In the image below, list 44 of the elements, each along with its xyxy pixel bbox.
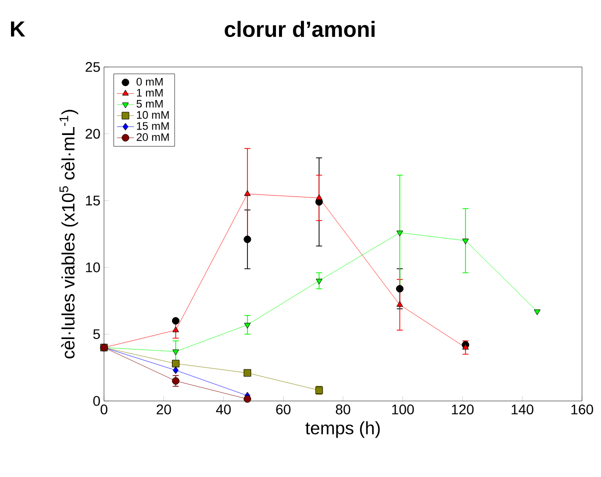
point xyxy=(396,230,404,236)
legend-label: 20 mM xyxy=(136,133,169,141)
point xyxy=(534,309,540,316)
x-tick-label: 80 xyxy=(336,404,350,414)
y-tick-label: 25 xyxy=(86,62,100,72)
y-tick-label: 0 xyxy=(93,396,100,406)
x-tick-label: 0 xyxy=(100,404,108,414)
point xyxy=(172,350,179,356)
point xyxy=(244,322,251,329)
chart-title: clorur d’amoni xyxy=(224,20,375,38)
x-tick-label: 160 xyxy=(571,404,594,414)
x-tick-label: 60 xyxy=(276,404,290,414)
point xyxy=(316,278,322,284)
x-tick-label: 100 xyxy=(392,404,414,414)
point xyxy=(172,366,179,374)
point xyxy=(316,194,322,200)
point xyxy=(172,317,180,325)
point xyxy=(244,369,252,377)
point xyxy=(172,377,180,385)
point xyxy=(172,360,180,368)
x-tick-label: 120 xyxy=(452,404,474,414)
y-axis-title: cèl·lules viables (x10$^{5}$ cèl·mL$^{-1}$) xyxy=(60,110,78,358)
y-tick-label: 10 xyxy=(86,262,100,272)
text: K xyxy=(10,21,26,37)
legend-label: 10 mM xyxy=(136,111,169,119)
x-axis-title: temps (h) xyxy=(305,421,380,438)
point xyxy=(462,344,469,350)
y-tick-label: 20 xyxy=(86,128,100,139)
point xyxy=(244,236,252,244)
legend-label: 15 mM xyxy=(136,122,169,130)
legend-label: 5 mM xyxy=(136,100,163,108)
point xyxy=(244,395,252,403)
y-tick-label: 5 xyxy=(93,329,100,340)
x-tick-label: 20 xyxy=(156,404,171,414)
point xyxy=(172,326,179,332)
point xyxy=(396,301,404,307)
point xyxy=(244,190,251,196)
y-tick-label: 15 xyxy=(86,196,100,206)
x-tick-label: 140 xyxy=(512,404,534,414)
x-tick-label: 40 xyxy=(216,404,231,414)
point xyxy=(396,285,404,292)
legend-label: 0 mM xyxy=(136,78,163,86)
legend-label: 1 mM xyxy=(136,89,163,97)
point xyxy=(462,238,469,244)
